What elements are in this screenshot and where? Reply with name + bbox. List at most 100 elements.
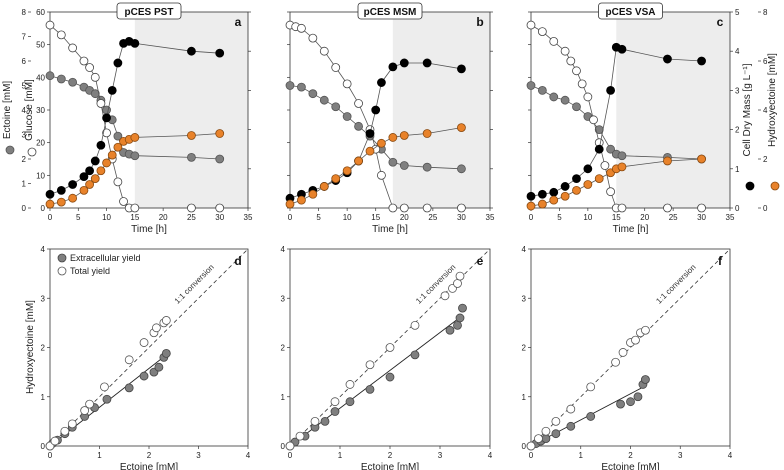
timecourse-panel-a: 0 5 10 15 20 25 30 35 Time [h] 0 10 20 30 40 50 60 0 1 2 3 4…	[22, 2, 253, 235]
panel-title: pCES VSA	[605, 7, 655, 18]
x-tick-label: 5	[316, 213, 321, 222]
x-axis-label: Ectoine [mM]	[120, 462, 179, 470]
data-point-glucose	[377, 170, 386, 180]
glucose-tick-label: 60	[36, 8, 45, 17]
x-tick-label: 25	[428, 213, 437, 222]
one-to-one-line	[49, 248, 249, 447]
data-point-glucose	[215, 203, 225, 213]
extracellular-yield-point	[410, 350, 420, 360]
data-point-hydroxyectoine	[388, 133, 398, 142]
total-yield-point	[453, 279, 462, 288]
x-tick-label: 2	[628, 451, 633, 460]
extracellular-yield-point	[445, 325, 455, 335]
data-point-ectoine	[606, 144, 615, 154]
glucose-tick-label: 40	[36, 73, 45, 82]
data-point-hydroxyectoine	[215, 129, 225, 138]
extracellular-fit-line	[289, 315, 463, 447]
data-point-cell-dry-mass	[526, 191, 536, 201]
data-point-ectoine	[102, 105, 111, 115]
data-point-glucose	[90, 72, 100, 82]
data-point-hydroxyectoine	[107, 150, 117, 160]
data-point-cell-dry-mass	[583, 164, 593, 174]
x-tick-label: 5	[557, 213, 562, 222]
data-point-cell-dry-mass	[85, 166, 94, 176]
total-yield-point	[67, 419, 77, 429]
data-point-cell-dry-mass	[45, 189, 55, 199]
hydroxyectoine-axis-label: Hydroxyectoine [mM]	[767, 53, 778, 147]
data-point-ectoine	[285, 81, 295, 90]
y-tick-label: 4	[41, 245, 46, 254]
cdm-tick-label: 5	[735, 8, 740, 17]
panel-title: pCES MSM	[364, 7, 417, 18]
data-point-ectoine	[342, 112, 352, 121]
hydroxyectoine-tick-label: 2	[763, 155, 768, 164]
glucose-axis-label: Glucose [mM]	[24, 79, 35, 141]
stationary-phase-shade	[616, 12, 730, 208]
y-tick-label: 1	[522, 393, 527, 402]
y-tick-label: 0	[281, 442, 286, 451]
data-point-ectoine	[215, 154, 225, 164]
data-point-cell-dry-mass	[457, 64, 466, 74]
x-tick-label: 5	[76, 213, 81, 222]
data-point-hydroxyectoine	[285, 199, 295, 209]
data-point-cell-dry-mass	[697, 56, 706, 66]
glucose-tick-label: 10	[36, 171, 45, 180]
data-point-cell-dry-mass	[549, 187, 559, 197]
data-point-glucose	[79, 56, 89, 66]
extracellular-yield-point	[586, 412, 596, 421]
data-point-ectoine	[572, 102, 581, 112]
data-point-cell-dry-mass	[187, 46, 196, 56]
data-point-glucose	[589, 115, 598, 125]
ectoine-tick-label: 8	[22, 8, 27, 17]
data-point-glucose	[113, 177, 123, 187]
total-yield-point	[618, 348, 628, 357]
total-yield-point	[295, 431, 305, 441]
data-point-ectoine	[422, 162, 432, 172]
data-point-cell-dry-mass	[90, 156, 100, 166]
legend-total-label: Total yield	[70, 266, 110, 276]
total-yield-point	[611, 357, 620, 367]
x-axis-label: Ectoine [mM]	[601, 462, 660, 470]
y-tick-label: 2	[522, 344, 527, 353]
x-tick-label: 30	[215, 213, 224, 222]
data-point-ectoine	[549, 92, 559, 102]
data-point-hydroxyectoine	[102, 158, 111, 168]
panel-letter: b	[476, 15, 483, 29]
left-axis-legend: Ectoine [mM] Glucose [mM]	[2, 79, 37, 157]
data-point-hydroxyectoine	[130, 133, 140, 142]
data-point-hydroxyectoine	[85, 180, 94, 189]
panel-letter: e	[477, 254, 484, 268]
data-point-glucose	[566, 56, 576, 66]
panel-letter: f	[718, 254, 723, 268]
x-tick-label: 2	[147, 451, 152, 460]
hydroxyectoine-legend-marker	[770, 181, 780, 191]
extracellular-yield-point	[626, 397, 635, 407]
extracellular-yield-point	[616, 399, 625, 409]
y-axis-label: Hydroxyectoine [mM]	[25, 300, 36, 394]
total-yield-point	[586, 382, 596, 392]
data-point-cell-dry-mass	[107, 86, 117, 95]
cdm-tick-label: 4	[735, 47, 740, 56]
panel-letter: d	[234, 254, 241, 268]
extracellular-yield-point	[458, 303, 467, 313]
cdm-tick-label: 1	[735, 165, 740, 174]
data-point-hydroxyectoine	[45, 199, 55, 209]
data-point-cell-dry-mass	[606, 86, 615, 95]
data-point-glucose	[549, 37, 559, 46]
data-point-cell-dry-mass	[215, 48, 225, 58]
total-yield-point	[345, 380, 355, 389]
extracellular-yield-point	[124, 383, 134, 393]
panel-title-box	[357, 2, 423, 20]
timecourse-panel-c: 0 5 10 15 20 25 30 35 Time [h] 0 1 2 3 4 5 0 2 4 6 8 pCES VS…	[526, 2, 768, 235]
data-point-cell-dry-mass	[663, 54, 672, 64]
data-point-ectoine	[45, 71, 55, 81]
x-tick-label: 15	[612, 213, 621, 222]
data-point-cell-dry-mass	[68, 180, 78, 189]
data-point-hydroxyectoine	[68, 193, 78, 203]
data-point-cell-dry-mass	[572, 174, 581, 184]
data-point-glucose	[319, 46, 329, 56]
